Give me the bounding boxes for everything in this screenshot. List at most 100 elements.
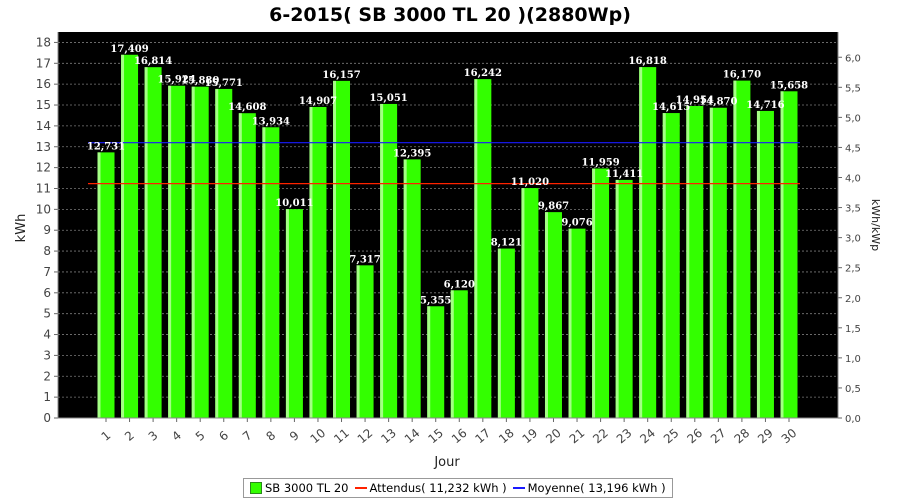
data-label: 14,870 <box>699 97 737 108</box>
x-tick-label: 25 <box>661 426 682 447</box>
bar <box>168 85 186 418</box>
data-label: 11,959 <box>581 157 619 168</box>
data-label: 15,658 <box>770 80 808 91</box>
y-tick-label: 16 <box>36 77 51 91</box>
data-label: 11,411 <box>605 169 643 180</box>
x-tick-label: 22 <box>590 426 611 447</box>
data-label: 16,818 <box>629 56 667 67</box>
y-tick-label: 1 <box>43 390 51 404</box>
bar-highlight <box>568 228 572 418</box>
y-right-tick-label: 2,0 <box>845 294 861 305</box>
data-label: 16,170 <box>723 70 761 81</box>
bar-highlight <box>309 106 313 418</box>
x-tick-label: 19 <box>520 426 541 447</box>
bar-highlight <box>639 67 643 419</box>
legend-label-series: SB 3000 TL 20 <box>265 481 349 495</box>
y-tick-label: 8 <box>43 244 51 258</box>
bar <box>521 188 539 418</box>
bar-highlight <box>333 80 337 418</box>
data-label: 8,121 <box>491 238 522 249</box>
x-tick-label: 29 <box>755 426 776 447</box>
x-tick-label: 7 <box>240 428 255 444</box>
data-label: 15,051 <box>369 93 407 104</box>
bar-highlight <box>144 67 148 418</box>
data-label: 16,157 <box>322 70 360 81</box>
bar <box>427 306 445 418</box>
x-tick-label: 2 <box>122 428 137 444</box>
bar <box>450 290 468 418</box>
legend-swatch-moyenne <box>512 487 525 489</box>
y-tick-label: 4 <box>43 328 51 342</box>
bar <box>238 113 256 418</box>
bar <box>380 103 398 418</box>
x-tick-label: 1 <box>99 428 114 444</box>
data-label: 12,731 <box>87 141 125 152</box>
legend-label-moyenne: Moyenne( 13,196 kWh ) <box>527 481 666 495</box>
bar <box>144 67 162 418</box>
x-tick-label: 26 <box>684 426 705 447</box>
bar-highlight <box>380 103 384 418</box>
bar <box>121 54 139 418</box>
y-right-tick-label: 1,5 <box>845 324 861 335</box>
bar <box>756 110 774 419</box>
bar-highlight <box>191 86 195 418</box>
legend-item-series: SB 3000 TL 20 <box>250 481 349 495</box>
bar-highlight <box>121 54 125 418</box>
data-label: 15,880 <box>181 76 219 87</box>
y-right-tick-label: 0,5 <box>845 384 861 395</box>
y-axis-label: kWh <box>14 214 29 243</box>
y-right-tick-label: 1,0 <box>845 354 861 365</box>
bar-highlight <box>356 265 360 418</box>
bar <box>97 152 115 419</box>
plot-area <box>58 32 838 418</box>
x-tick-label: 28 <box>732 426 753 447</box>
data-label: 16,242 <box>464 68 502 79</box>
data-label: 7,317 <box>349 254 380 265</box>
x-tick-label: 17 <box>472 426 493 447</box>
x-tick-label: 3 <box>146 428 161 444</box>
legend: SB 3000 TL 20 Attendus( 11,232 kWh ) Moy… <box>243 478 673 498</box>
bar <box>709 107 727 419</box>
x-tick-label: 18 <box>496 426 517 447</box>
y-tick-label: 2 <box>43 369 51 383</box>
x-tick-label: 10 <box>308 426 329 447</box>
legend-swatch-series <box>250 482 262 494</box>
bar-highlight <box>285 209 289 418</box>
bar <box>215 88 233 418</box>
bar-highlight <box>615 179 619 418</box>
bar-highlight <box>780 91 784 418</box>
y-tick-label: 14 <box>36 119 51 133</box>
bar <box>403 159 421 418</box>
y-tick-label: 9 <box>43 223 51 237</box>
bar <box>262 127 280 418</box>
x-tick-label: 16 <box>449 426 470 447</box>
bar-highlight <box>168 85 172 418</box>
data-label: 12,395 <box>393 148 431 159</box>
y-right-tick-label: 3,5 <box>845 204 861 215</box>
y-axis-right-label: kWh/kWp <box>869 199 882 251</box>
y-right-tick-label: 3,0 <box>845 234 861 245</box>
y-tick-label: 13 <box>36 140 51 154</box>
bar-highlight <box>403 159 407 418</box>
bar <box>497 248 515 418</box>
data-label: 10,011 <box>275 198 313 209</box>
bar-highlight <box>733 80 737 418</box>
x-tick-label: 12 <box>355 426 376 447</box>
x-tick-label: 30 <box>779 426 800 447</box>
y-tick-label: 3 <box>43 348 51 362</box>
bar <box>615 179 633 418</box>
bar <box>309 106 327 418</box>
x-tick-label: 24 <box>637 426 658 447</box>
x-tick-label: 9 <box>287 428 302 444</box>
data-label: 6,120 <box>444 279 475 290</box>
data-label: 14,615 <box>652 102 690 113</box>
bar-highlight <box>215 88 219 418</box>
bar-highlight <box>262 127 266 418</box>
bar-highlight <box>709 107 713 419</box>
x-tick-label: 27 <box>708 426 729 447</box>
x-tick-label: 23 <box>614 426 635 447</box>
data-label: 14,907 <box>299 96 337 107</box>
data-label: 5,355 <box>420 295 451 306</box>
x-tick-label: 14 <box>402 426 423 447</box>
